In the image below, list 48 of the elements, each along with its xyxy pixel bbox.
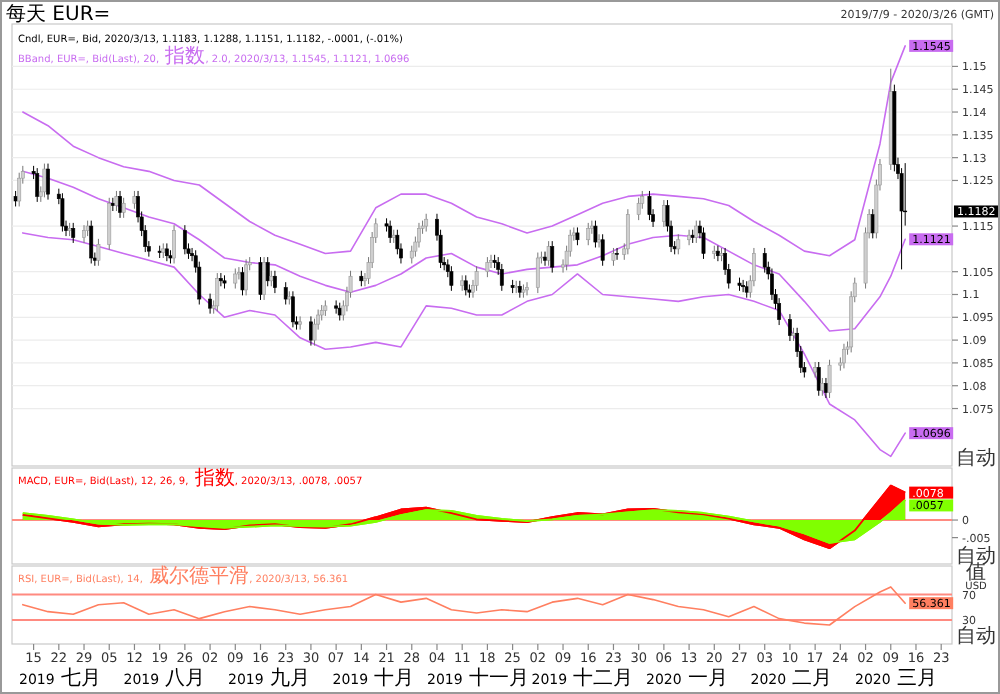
candlestick <box>121 197 126 219</box>
candlestick <box>312 318 317 347</box>
candlestick <box>770 267 774 301</box>
candlestick <box>499 263 504 292</box>
text: 值 <box>966 562 986 584</box>
candlestick <box>240 266 245 296</box>
candlestick <box>417 222 421 249</box>
candlestick <box>701 226 706 260</box>
candlestick <box>762 247 767 274</box>
text: 自动 <box>956 446 996 470</box>
candlestick <box>334 299 339 315</box>
candlestick <box>636 197 641 221</box>
candlestick <box>60 192 65 233</box>
candlestick <box>597 233 601 249</box>
candlestick <box>273 270 277 294</box>
candlestick <box>788 313 792 342</box>
candlestick <box>777 297 782 326</box>
candlestick <box>233 267 238 290</box>
candlestick <box>550 240 555 274</box>
candlestick <box>449 265 454 292</box>
candlestick <box>172 224 176 264</box>
candlestick <box>42 163 47 198</box>
candlestick <box>218 272 223 287</box>
candlestick <box>208 293 212 315</box>
candlestick <box>182 224 187 255</box>
candlestick <box>262 256 267 301</box>
text: 自动 <box>956 624 996 648</box>
candlestick <box>827 359 832 399</box>
candlestick <box>525 281 529 296</box>
candlestick <box>543 251 547 267</box>
candlestick <box>474 265 479 292</box>
candlestick <box>46 163 50 201</box>
candlestick <box>291 290 295 328</box>
candlestick <box>647 190 652 221</box>
candlestick <box>625 208 630 255</box>
chart-title: 每天 EUR= <box>6 2 111 26</box>
candlestick <box>485 256 490 278</box>
text: 自动 <box>956 544 996 568</box>
candlestick <box>82 224 86 244</box>
candlestick <box>258 256 263 301</box>
candlestick <box>546 240 551 267</box>
candlestick <box>244 258 248 296</box>
candlestick <box>215 272 220 312</box>
candlestick <box>615 247 619 261</box>
candlestick <box>118 190 122 219</box>
candlestick <box>842 343 846 369</box>
candlestick <box>600 233 605 267</box>
candlestick <box>813 361 818 379</box>
